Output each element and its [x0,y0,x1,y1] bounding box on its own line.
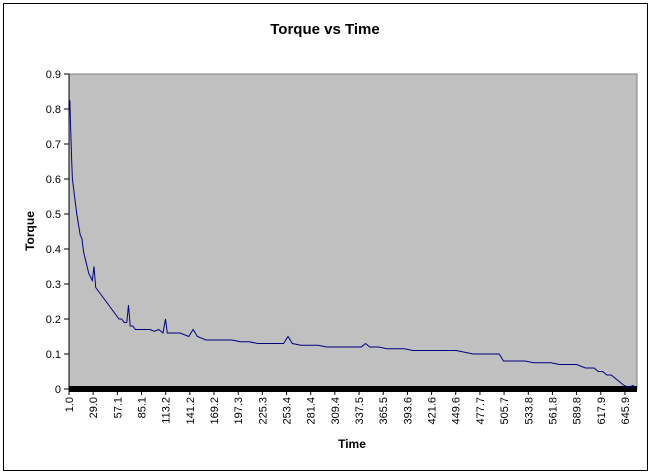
y-tick-label: 0.3 [46,279,61,291]
x-tick-label: 617.9 [596,397,608,425]
y-tick-label: 0 [55,384,61,396]
y-axis-title: Torque [23,211,37,251]
y-tick-label: 0.5 [46,209,61,221]
x-tick-label: 85.1 [136,397,148,418]
x-tick-label: 225.3 [257,397,269,425]
x-tick-label: 561.8 [547,397,559,425]
y-tick-label: 0.4 [46,244,61,256]
x-tick-label: 309.4 [330,397,342,425]
x-tick-label: 253.4 [282,397,294,425]
x-axis-title: Time [338,437,366,451]
y-tick-label: 0.6 [46,174,61,186]
x-axis-bar [69,386,637,392]
x-tick-label: 1.0 [64,397,76,412]
x-tick-label: 449.6 [451,397,463,425]
x-tick-label: 57.1 [112,397,124,418]
x-tick-label: 29.0 [88,397,100,418]
x-tick-label: 533.8 [523,397,535,425]
x-tick-label: 421.6 [427,397,439,425]
x-tick-label: 589.8 [572,397,584,425]
x-tick-label: 393.6 [402,397,414,425]
y-tick-label: 0.2 [46,314,61,326]
y-tick-label: 0.7 [46,139,61,151]
torque-series-line [68,98,637,388]
x-tick-label: 645.9 [620,397,632,425]
x-tick-label: 113.2 [161,397,173,424]
plot-area [68,73,638,390]
chart-title: Torque vs Time [270,21,379,38]
y-tick-label: 0.1 [46,349,61,361]
y-axis-ticks: 0 0.1 0.2 0.3 0.4 0.5 0.6 0.7 0.8 0.9 [46,69,69,396]
x-axis-ticks: 1.0 29.0 57.1 85.1 113.2 141.2 169.2 197.3 225.3… [64,389,632,425]
x-tick-label: 197.3 [233,397,245,425]
x-tick-label: 365.5 [378,397,390,425]
y-tick-label: 0.8 [46,104,61,116]
x-tick-label: 169.2 [209,397,221,425]
x-tick-label: 281.4 [306,397,318,425]
x-tick-label: 477.7 [475,397,487,425]
x-tick-label: 337.5 [354,397,366,425]
y-tick-label: 0.9 [46,69,61,81]
x-tick-label: 505.7 [499,397,511,425]
x-tick-label: 141.2 [185,397,197,425]
